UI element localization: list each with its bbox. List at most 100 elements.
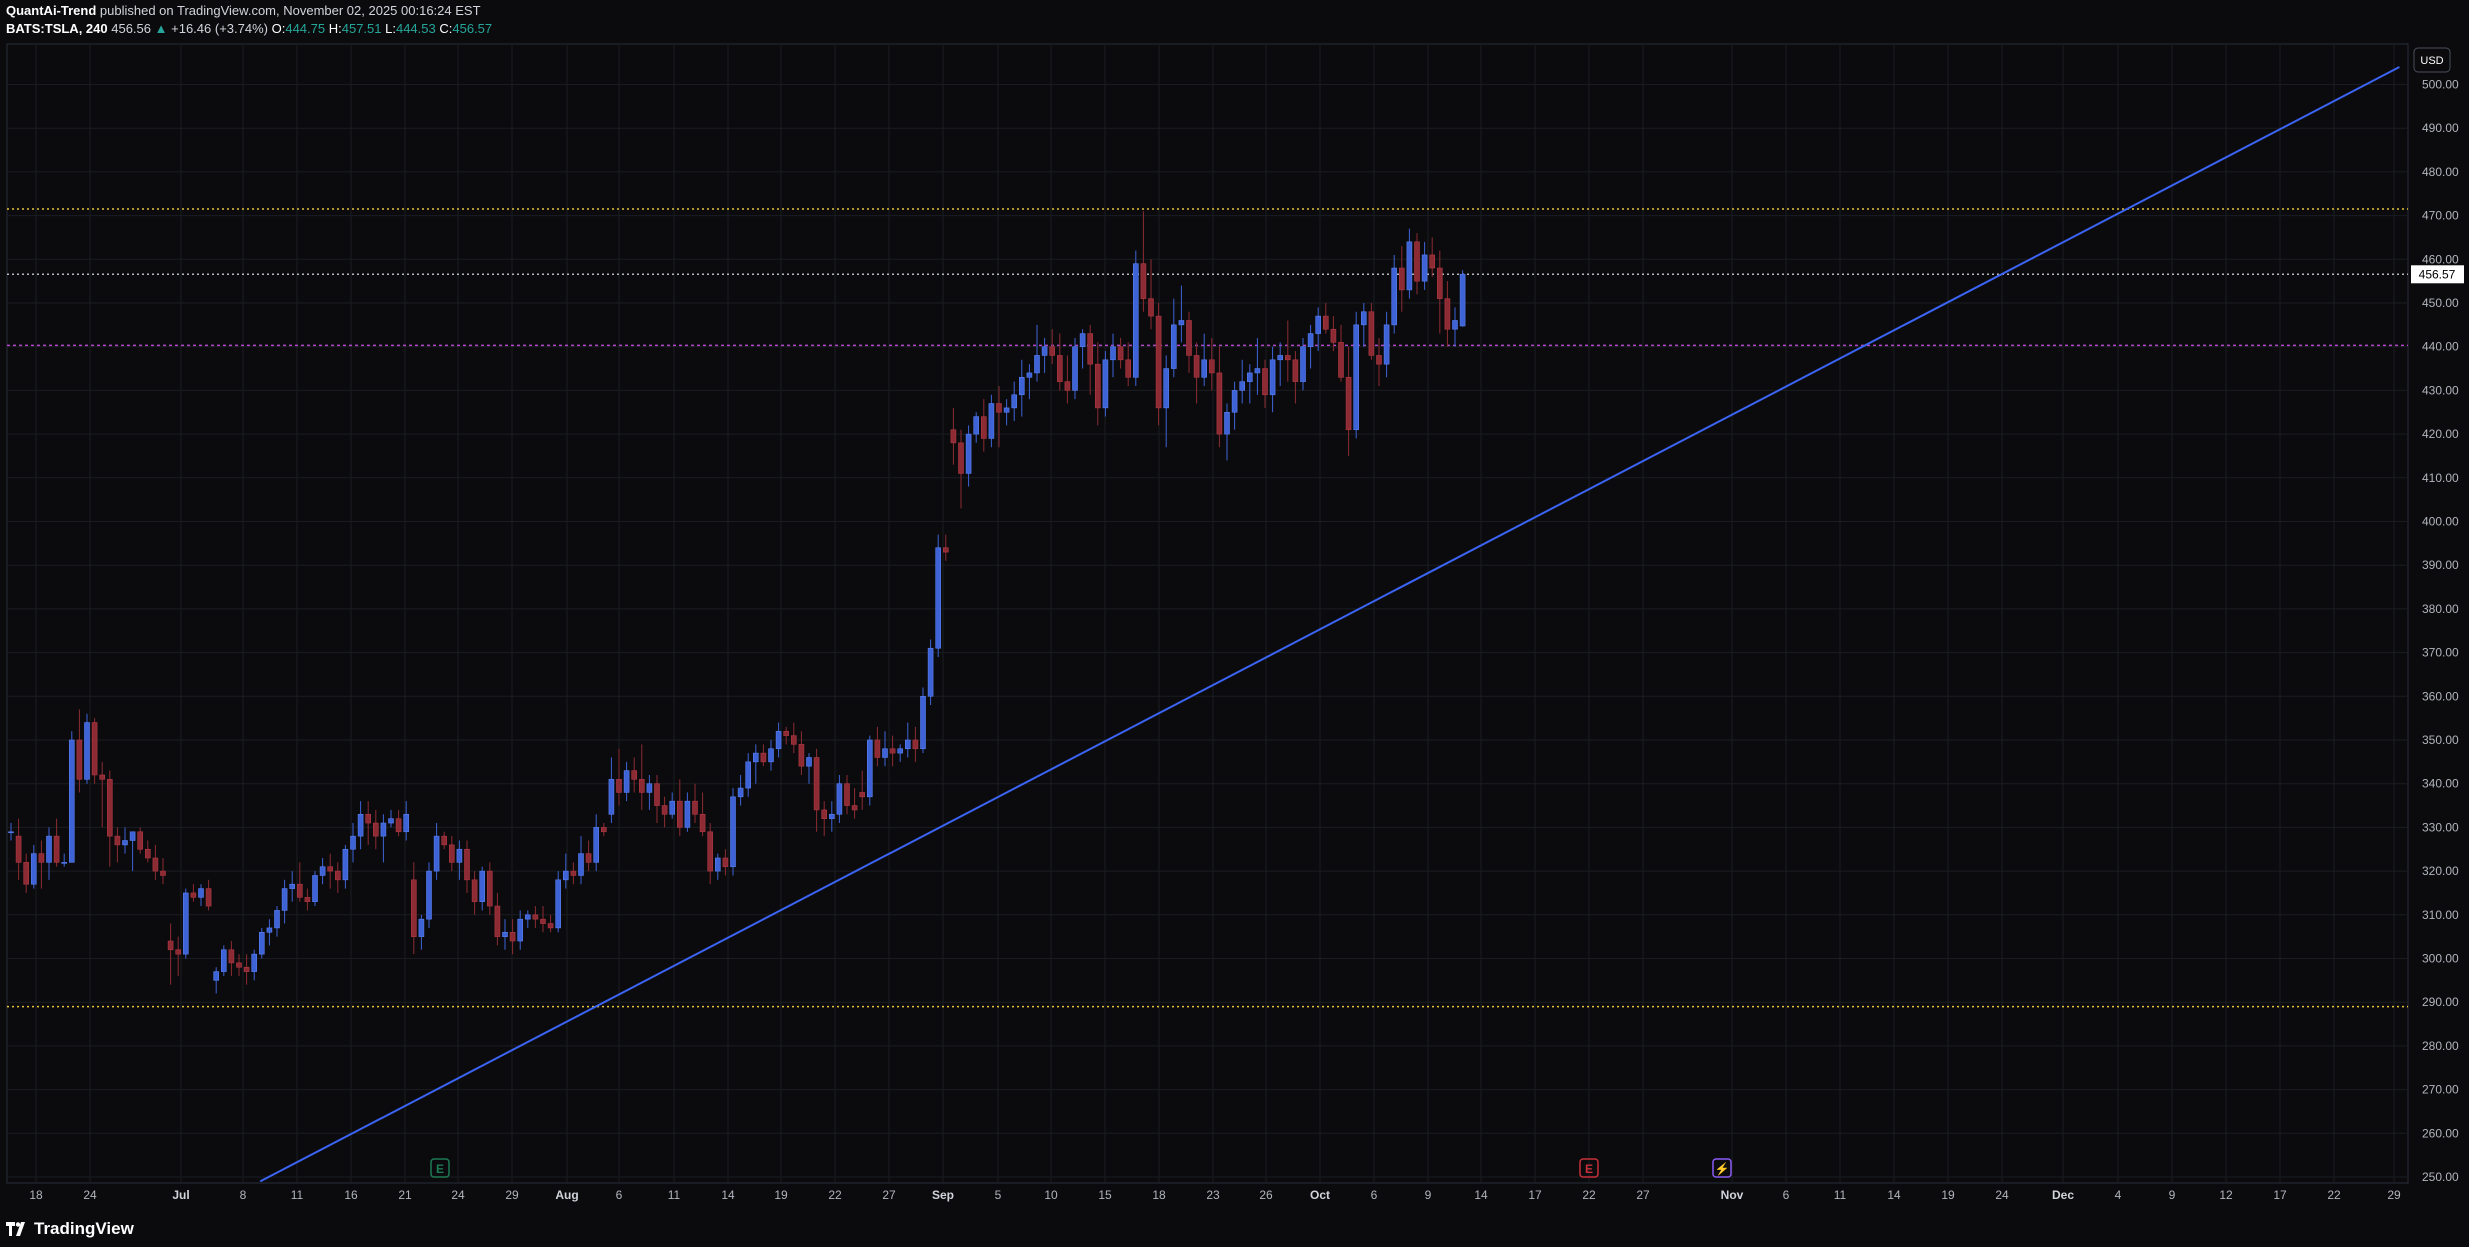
candle-body[interactable] [1323, 315, 1329, 330]
candle-body[interactable] [836, 783, 843, 815]
candle-body[interactable] [213, 971, 219, 981]
candle-body[interactable] [1338, 342, 1344, 378]
candle-body[interactable] [912, 739, 919, 750]
candle-body[interactable] [1459, 273, 1466, 327]
candle-body[interactable] [950, 429, 957, 444]
candle-body[interactable] [980, 416, 987, 439]
candle-body[interactable] [433, 835, 440, 872]
candle-body[interactable] [1444, 298, 1451, 330]
candle-body[interactable] [737, 787, 744, 798]
candle-body[interactable] [15, 835, 22, 863]
candle-body[interactable] [874, 739, 881, 758]
candle-body[interactable] [1148, 298, 1154, 317]
candle-body[interactable] [53, 835, 60, 863]
candle-body[interactable] [289, 883, 296, 889]
candle-body[interactable] [1201, 359, 1207, 378]
candle-body[interactable] [1072, 346, 1078, 391]
candle-body[interactable] [927, 647, 934, 697]
candle-body[interactable] [1171, 324, 1177, 369]
candle-body[interactable] [76, 739, 83, 780]
candle-body[interactable] [654, 783, 660, 806]
candle-body[interactable] [790, 735, 797, 745]
candle-body[interactable] [1178, 320, 1185, 326]
candle-body[interactable] [661, 805, 668, 815]
candle-body[interactable] [122, 840, 128, 846]
candle-body[interactable] [1079, 333, 1086, 347]
candle-body[interactable] [418, 918, 425, 937]
candle-body[interactable] [965, 433, 972, 474]
candle-body[interactable] [958, 442, 964, 474]
candle-body[interactable] [593, 827, 600, 863]
candle-body[interactable] [768, 748, 774, 763]
candle-body[interactable] [1049, 346, 1055, 356]
candle-body[interactable] [494, 905, 501, 937]
candle-body[interactable] [707, 831, 714, 872]
candle-body[interactable] [319, 866, 326, 876]
candle-body[interactable] [183, 892, 189, 955]
candle-body[interactable] [129, 831, 136, 841]
candle-body[interactable] [274, 910, 280, 929]
candle-body[interactable] [251, 953, 257, 972]
candle-body[interactable] [426, 870, 432, 920]
candle-body[interactable] [973, 416, 980, 435]
candle-body[interactable] [524, 914, 531, 920]
candle-body[interactable] [844, 783, 850, 806]
candle-body[interactable] [1186, 320, 1192, 356]
candle-body[interactable] [107, 779, 113, 837]
candle-body[interactable] [91, 722, 98, 776]
candle-body[interactable] [866, 739, 873, 798]
candle-body[interactable] [1437, 267, 1443, 299]
candle-body[interactable] [676, 800, 683, 828]
event-marker-icon[interactable] [1712, 1158, 1732, 1178]
candle-body[interactable] [851, 805, 858, 811]
candle-body[interactable] [145, 848, 151, 859]
candle-body[interactable] [798, 744, 805, 767]
candle-body[interactable] [638, 779, 645, 793]
candle-body[interactable] [1330, 328, 1337, 343]
candle-body[interactable] [266, 927, 273, 933]
candle-body[interactable] [167, 940, 174, 951]
candle-body[interactable] [1193, 355, 1200, 378]
candle-body[interactable] [380, 822, 387, 837]
candle-body[interactable] [714, 857, 721, 872]
candle-body[interactable] [730, 796, 736, 868]
candle-body[interactable] [578, 853, 584, 876]
candle-body[interactable] [1269, 359, 1276, 396]
author-name[interactable]: QuantAi-Trend [6, 3, 97, 18]
candle-body[interactable] [388, 818, 394, 824]
candle-body[interactable] [920, 695, 926, 750]
candle-body[interactable] [752, 752, 759, 763]
candle-body[interactable] [464, 848, 470, 881]
candle-body[interactable] [821, 809, 828, 819]
candle-body[interactable] [236, 962, 242, 968]
candle-body[interactable] [882, 748, 888, 758]
candle-body[interactable] [1421, 254, 1428, 282]
candle-body[interactable] [904, 739, 911, 750]
candle-body[interactable] [547, 923, 554, 929]
candle-body[interactable] [1011, 394, 1018, 409]
candle-body[interactable] [745, 761, 752, 789]
candle-body[interactable] [1224, 411, 1230, 435]
candle-body[interactable] [828, 813, 835, 819]
candle-body[interactable] [1376, 355, 1382, 365]
candle-body[interactable] [281, 888, 288, 911]
candle-body[interactable] [996, 403, 1002, 413]
trendline[interactable] [259, 66, 2400, 1183]
candle-body[interactable] [1391, 267, 1397, 326]
candle-body[interactable] [1429, 254, 1435, 269]
candle-body[interactable] [509, 931, 516, 942]
candle-body[interactable] [441, 835, 448, 846]
candle-body[interactable] [806, 757, 812, 767]
candle-body[interactable] [1209, 359, 1215, 374]
candle-body[interactable] [1231, 390, 1238, 413]
candle-body[interactable] [1247, 372, 1253, 382]
candle-body[interactable] [372, 822, 379, 837]
candle-body[interactable] [1140, 263, 1147, 299]
candle-body[interactable] [114, 835, 121, 846]
candle-body[interactable] [859, 792, 866, 798]
candle-body[interactable] [395, 818, 402, 833]
candle-body[interactable] [175, 949, 181, 955]
currency-badge[interactable] [2413, 47, 2451, 73]
candle-body[interactable] [1414, 241, 1420, 282]
